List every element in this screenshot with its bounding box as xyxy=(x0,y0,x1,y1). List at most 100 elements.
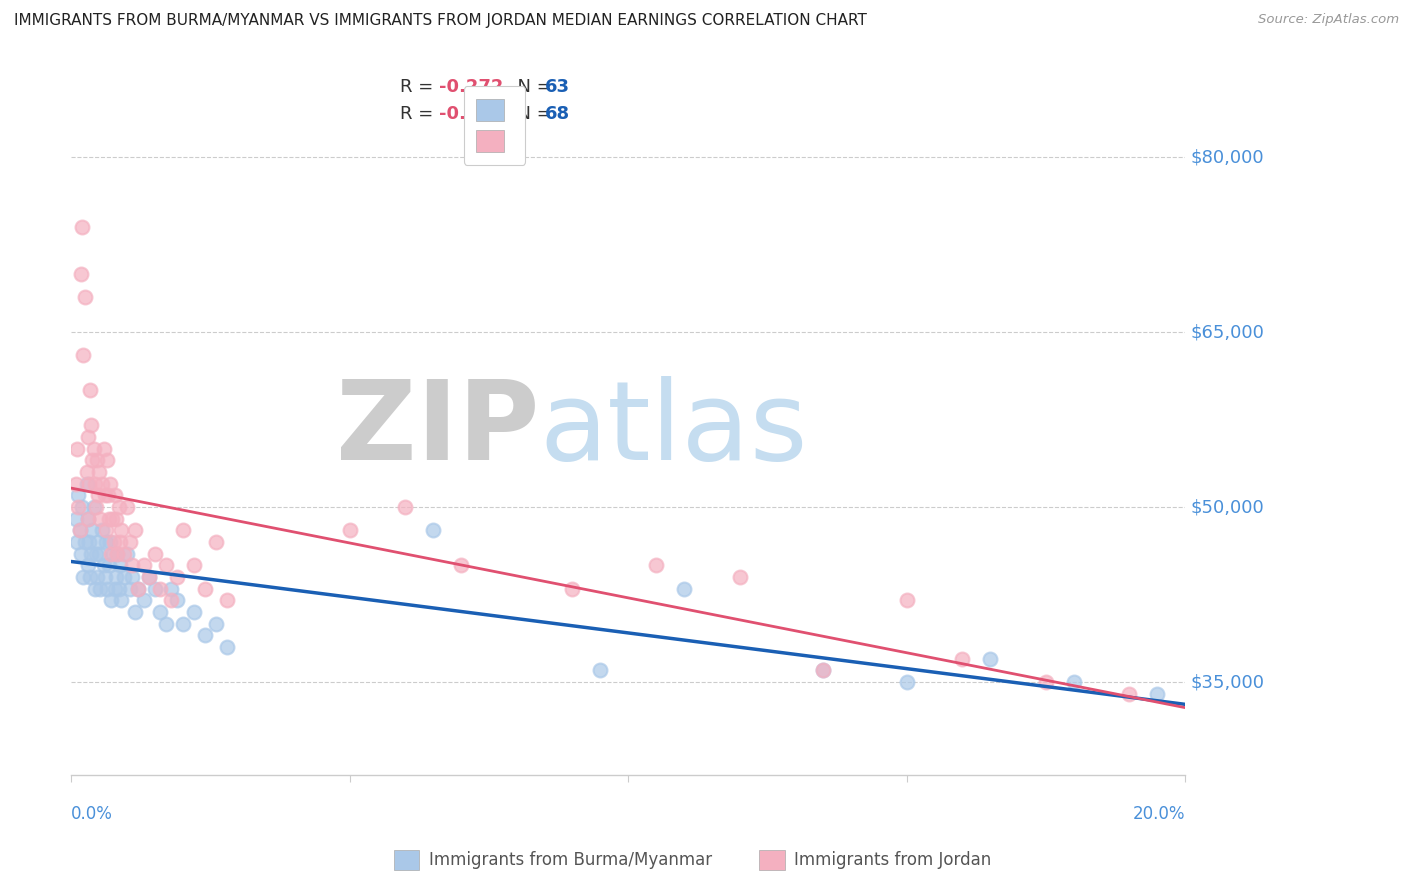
Point xyxy=(66,442,89,456)
Point xyxy=(104,488,127,502)
Point xyxy=(194,628,217,642)
Point xyxy=(1146,687,1168,701)
Text: N =: N = xyxy=(506,104,557,123)
Point xyxy=(103,535,125,549)
Point xyxy=(160,593,183,607)
Point xyxy=(115,500,138,514)
Text: Immigrants from Burma/Myanmar: Immigrants from Burma/Myanmar xyxy=(429,851,711,869)
Point xyxy=(77,430,100,444)
Point xyxy=(124,605,146,619)
Point xyxy=(65,512,87,526)
Text: $65,000: $65,000 xyxy=(1191,323,1264,341)
Point xyxy=(110,593,132,607)
Point xyxy=(87,547,110,561)
Point xyxy=(104,512,127,526)
Point xyxy=(172,616,194,631)
Text: $50,000: $50,000 xyxy=(1191,498,1264,516)
Point xyxy=(76,476,98,491)
Point xyxy=(132,593,155,607)
Text: N =: N = xyxy=(506,78,557,96)
Point xyxy=(166,593,188,607)
Point xyxy=(83,442,105,456)
Point xyxy=(86,453,108,467)
Point xyxy=(183,558,205,573)
Point xyxy=(149,582,172,596)
Point xyxy=(77,476,100,491)
Point xyxy=(1118,687,1140,701)
Point xyxy=(96,582,118,596)
Point xyxy=(121,558,143,573)
Point xyxy=(80,418,103,433)
Point xyxy=(105,547,128,561)
Text: R =: R = xyxy=(399,104,439,123)
Text: Source: ZipAtlas.com: Source: ZipAtlas.com xyxy=(1258,13,1399,27)
Point xyxy=(217,640,239,654)
Text: atlas: atlas xyxy=(538,376,807,483)
Point xyxy=(127,582,149,596)
Point xyxy=(93,442,115,456)
Point xyxy=(105,547,128,561)
Point xyxy=(138,570,160,584)
Point xyxy=(205,535,228,549)
Text: $80,000: $80,000 xyxy=(1191,148,1264,166)
Point xyxy=(93,488,115,502)
Point xyxy=(672,582,695,596)
Point xyxy=(100,547,122,561)
Point xyxy=(561,582,583,596)
Point xyxy=(77,535,100,549)
Point xyxy=(93,558,115,573)
Point xyxy=(112,570,135,584)
Point xyxy=(149,605,172,619)
Point xyxy=(87,488,110,502)
Point xyxy=(101,512,124,526)
Point xyxy=(77,512,100,526)
Text: 0.0%: 0.0% xyxy=(72,805,112,822)
Point xyxy=(83,582,105,596)
Point xyxy=(118,535,141,549)
Point xyxy=(132,558,155,573)
Point xyxy=(98,535,121,549)
Point xyxy=(979,651,1001,665)
Point xyxy=(96,453,118,467)
Point xyxy=(100,593,122,607)
Point xyxy=(83,500,105,514)
Point xyxy=(98,512,121,526)
Point xyxy=(450,558,472,573)
Point xyxy=(70,267,93,281)
Point xyxy=(896,675,918,690)
Point xyxy=(127,582,149,596)
Point xyxy=(1035,675,1057,690)
Point xyxy=(110,558,132,573)
Point xyxy=(118,582,141,596)
Point xyxy=(80,547,103,561)
Point xyxy=(115,547,138,561)
Point xyxy=(98,558,121,573)
Point xyxy=(90,476,112,491)
Text: IMMIGRANTS FROM BURMA/MYANMAR VS IMMIGRANTS FROM JORDAN MEDIAN EARNINGS CORRELAT: IMMIGRANTS FROM BURMA/MYANMAR VS IMMIGRA… xyxy=(14,13,868,29)
Point xyxy=(77,558,100,573)
Legend: , : , xyxy=(464,87,526,165)
Text: R =: R = xyxy=(399,78,439,96)
Point xyxy=(1063,675,1085,690)
Point xyxy=(194,582,217,596)
Point xyxy=(811,664,834,678)
Point xyxy=(183,605,205,619)
Point xyxy=(217,593,239,607)
Point xyxy=(87,465,110,479)
Point xyxy=(84,547,107,561)
Point xyxy=(339,524,361,538)
Point xyxy=(112,547,135,561)
Text: $35,000: $35,000 xyxy=(1191,673,1264,691)
Point xyxy=(82,524,104,538)
Point xyxy=(645,558,668,573)
Point xyxy=(394,500,416,514)
Point xyxy=(89,582,111,596)
Point xyxy=(121,570,143,584)
Point xyxy=(82,453,104,467)
Point xyxy=(110,524,132,538)
Point xyxy=(589,664,612,678)
Point xyxy=(72,220,94,235)
Point xyxy=(155,558,177,573)
Point xyxy=(72,348,94,362)
Point xyxy=(70,547,93,561)
